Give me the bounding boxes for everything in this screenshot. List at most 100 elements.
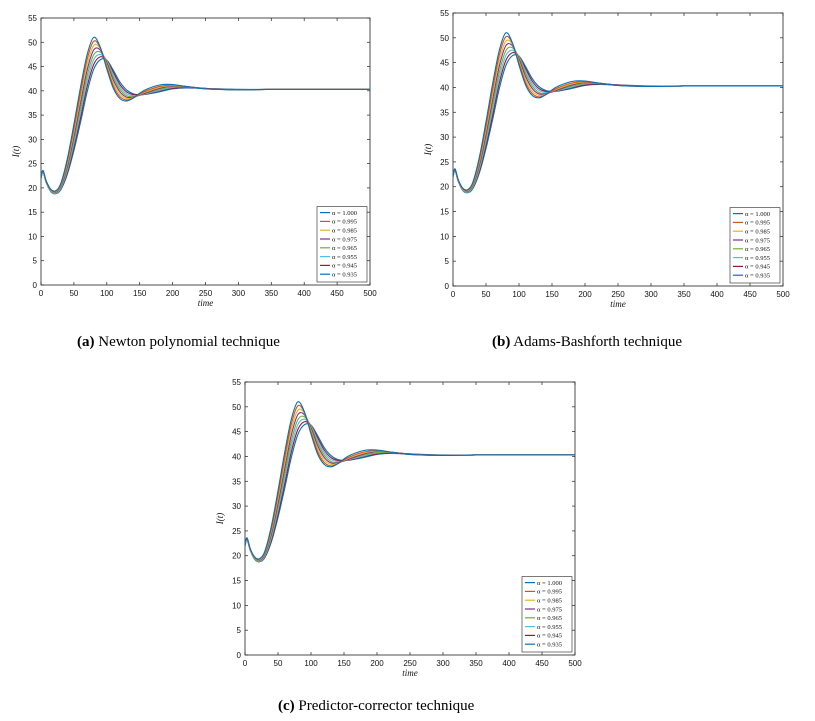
- y-tick-label: 40: [440, 83, 449, 92]
- x-tick-label: 100: [304, 659, 318, 668]
- legend-label: α = 0.945: [745, 264, 770, 271]
- x-axis-label: time: [198, 298, 214, 308]
- legend-label: α = 1.000: [332, 210, 357, 217]
- legend-label: α = 0.945: [537, 633, 562, 640]
- y-tick-label: 20: [232, 552, 241, 561]
- legend-label: α = 0.975: [332, 236, 357, 243]
- x-tick-label: 400: [502, 659, 516, 668]
- legend-label: α = 0.985: [745, 229, 770, 236]
- y-tick-label: 25: [440, 158, 449, 167]
- x-tick-label: 0: [451, 290, 456, 299]
- legend-label: α = 0.985: [537, 598, 562, 605]
- legend-label: α = 0.995: [332, 219, 357, 226]
- caption-b-letter: (b): [492, 334, 511, 350]
- y-tick-label: 40: [232, 452, 241, 461]
- x-tick-label: 200: [578, 290, 592, 299]
- y-tick-label: 45: [440, 59, 449, 68]
- x-tick-label: 300: [232, 289, 246, 298]
- series-line: [41, 58, 370, 195]
- x-tick-label: 0: [39, 289, 44, 298]
- y-tick-label: 10: [440, 232, 449, 241]
- y-tick-label: 55: [28, 14, 37, 23]
- y-tick-label: 45: [232, 428, 241, 437]
- x-axis-label: time: [610, 299, 626, 309]
- x-tick-label: 350: [469, 659, 483, 668]
- series-line: [245, 408, 575, 561]
- y-tick-label: 50: [28, 38, 37, 47]
- legend-label: α = 0.995: [745, 220, 770, 227]
- series-group: [453, 32, 783, 194]
- y-tick-label: 15: [28, 208, 37, 217]
- legend-label: α = 1.000: [745, 211, 770, 218]
- caption-c-text: Predictor-corrector technique: [298, 698, 475, 714]
- series-line: [453, 32, 783, 191]
- chart-newton: 0 50 100 150 200 250 300 350 400 450 500 0 5 10 15 20 25…: [11, 14, 377, 308]
- x-tick-label: 50: [482, 290, 491, 299]
- y-tick-label: 50: [440, 34, 449, 43]
- x-tick-label: 500: [568, 659, 582, 668]
- x-tick-label: 350: [677, 290, 691, 299]
- y-tick-label: 35: [440, 108, 449, 117]
- y-tick-label: 35: [232, 477, 241, 486]
- y-tick-label: 5: [33, 257, 38, 266]
- x-tick-label: 150: [133, 289, 147, 298]
- y-tick-label: 55: [232, 378, 241, 387]
- series-line: [245, 423, 575, 563]
- x-tick-label: 250: [199, 289, 213, 298]
- x-tick-label: 200: [370, 659, 384, 668]
- x-tick-label: 150: [337, 659, 351, 668]
- y-tick-label: 50: [232, 403, 241, 412]
- x-tick-label: 0: [243, 659, 248, 668]
- y-tick-label: 0: [237, 651, 242, 660]
- legend-label: α = 0.935: [332, 272, 357, 279]
- y-tick-label: 30: [440, 133, 449, 142]
- y-tick-label: 25: [28, 160, 37, 169]
- legend-label: α = 0.935: [745, 273, 770, 280]
- y-tick-label: 15: [440, 208, 449, 217]
- legend-label: α = 0.975: [745, 237, 770, 244]
- legend-label: α = 0.955: [745, 255, 770, 262]
- series-line: [453, 39, 783, 192]
- series-group: [245, 401, 575, 563]
- y-tick-label: 5: [237, 626, 242, 635]
- caption-c-letter: (c): [278, 698, 295, 714]
- series-line: [41, 36, 370, 192]
- caption-b: (b) Adams-Bashforth technique: [492, 334, 682, 351]
- x-tick-label: 50: [69, 289, 78, 298]
- series-line: [245, 401, 575, 560]
- y-tick-label: 10: [28, 232, 37, 241]
- series-group: [41, 36, 370, 195]
- y-tick-label: 20: [28, 184, 37, 193]
- x-tick-label: 450: [330, 289, 344, 298]
- x-tick-label: 350: [265, 289, 279, 298]
- y-axis-label: I(t): [423, 144, 433, 157]
- legend-label: α = 0.975: [537, 606, 562, 613]
- legend-label: α = 0.965: [537, 615, 562, 622]
- y-tick-label: 20: [440, 183, 449, 192]
- legend-label: α = 0.935: [537, 642, 562, 649]
- x-tick-label: 400: [710, 290, 724, 299]
- y-axis-label: I(t): [11, 146, 21, 159]
- legend-box: [316, 206, 368, 283]
- y-tick-label: 30: [28, 135, 37, 144]
- legend-label: α = 0.995: [537, 589, 562, 596]
- caption-a-text: Newton polynomial technique: [98, 334, 280, 350]
- caption-c: (c) Predictor-corrector technique: [278, 698, 474, 715]
- y-tick-label: 0: [445, 282, 450, 291]
- x-tick-label: 500: [776, 290, 790, 299]
- legend-label: α = 0.965: [332, 245, 357, 252]
- x-tick-label: 450: [743, 290, 757, 299]
- x-axis-label: time: [402, 668, 418, 678]
- y-tick-label: 5: [445, 257, 450, 266]
- y-tick-label: 15: [232, 577, 241, 586]
- y-tick-label: 30: [232, 502, 241, 511]
- caption-a: (a) Newton polynomial technique: [77, 334, 280, 351]
- series-line: [245, 420, 575, 562]
- legend-label: α = 0.955: [537, 624, 562, 631]
- y-tick-label: 10: [232, 601, 241, 610]
- legend-label: α = 0.985: [332, 228, 357, 235]
- x-tick-label: 300: [436, 659, 450, 668]
